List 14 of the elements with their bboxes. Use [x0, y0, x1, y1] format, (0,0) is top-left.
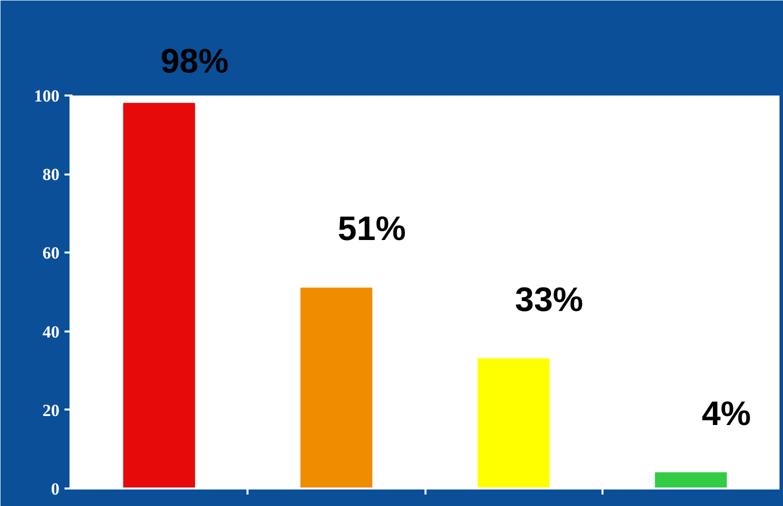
data-label: 4%: [702, 394, 751, 433]
y-tick-label: 0: [51, 480, 60, 498]
bar: [478, 358, 550, 488]
y-tick-label: 40: [42, 322, 60, 342]
bar: [123, 102, 196, 488]
data-label: 98%: [160, 42, 229, 80]
bar: [654, 472, 727, 488]
bar: [300, 288, 372, 488]
y-tick-label: 100: [34, 86, 60, 106]
y-tick-label: 20: [42, 400, 60, 420]
y-tick-label: 80: [42, 165, 60, 184]
data-label: 51%: [338, 210, 406, 248]
y-tick-label: 60: [42, 244, 60, 263]
data-label: 33%: [515, 280, 584, 319]
